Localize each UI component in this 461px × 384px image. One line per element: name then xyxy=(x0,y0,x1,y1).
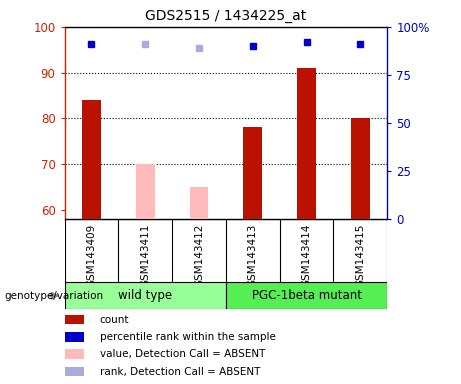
Bar xyxy=(65,349,84,359)
Bar xyxy=(65,315,84,324)
Text: wild type: wild type xyxy=(118,289,172,302)
Bar xyxy=(65,367,84,376)
Bar xyxy=(226,282,387,309)
Bar xyxy=(82,100,101,219)
Text: GSM143411: GSM143411 xyxy=(140,224,150,287)
Text: percentile rank within the sample: percentile rank within the sample xyxy=(100,332,276,342)
Bar xyxy=(243,127,262,219)
Bar xyxy=(351,118,370,219)
Bar xyxy=(136,164,154,219)
Text: GSM143409: GSM143409 xyxy=(86,224,96,287)
Text: count: count xyxy=(100,314,129,325)
Text: GSM143413: GSM143413 xyxy=(248,224,258,287)
Bar xyxy=(65,282,226,309)
Text: GSM143412: GSM143412 xyxy=(194,224,204,287)
Bar xyxy=(297,68,316,219)
Text: rank, Detection Call = ABSENT: rank, Detection Call = ABSENT xyxy=(100,366,260,377)
Text: GSM143414: GSM143414 xyxy=(301,224,312,287)
Text: genotype/variation: genotype/variation xyxy=(5,291,104,301)
Bar xyxy=(65,332,84,342)
Title: GDS2515 / 1434225_at: GDS2515 / 1434225_at xyxy=(145,9,307,23)
Text: value, Detection Call = ABSENT: value, Detection Call = ABSENT xyxy=(100,349,265,359)
Text: GSM143415: GSM143415 xyxy=(355,224,366,287)
Bar xyxy=(189,187,208,219)
Text: PGC-1beta mutant: PGC-1beta mutant xyxy=(252,289,361,302)
